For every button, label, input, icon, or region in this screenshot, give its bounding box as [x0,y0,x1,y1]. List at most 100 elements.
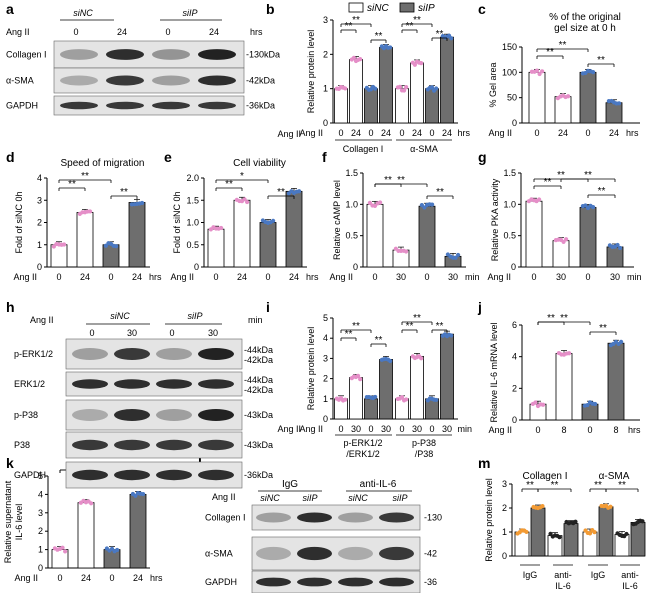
dot-f-2-4 [430,202,435,207]
bar-c-2 [579,71,597,124]
sig-star-b-3: ** [406,21,414,32]
y-tick-label-g-1: 0.5 [503,231,516,241]
dot-g-1-4 [564,237,569,242]
blot-h-row-label-0: p-ERK1/2 [14,349,53,359]
panel-label-h: h [6,299,15,315]
blot-l-row-label-0: Collagen I [205,513,246,523]
sig-star-f-2: ** [436,187,444,198]
blot-h-kda-0-0: -44kDa [244,345,273,355]
bar-m-4 [582,531,598,557]
dot-d-3-4 [140,200,145,206]
y-tick-label-k-5: 5 [38,471,43,481]
dot-i-3-4 [388,358,393,364]
dot-e-3-4 [297,189,302,194]
y-tick-label-c-1: 50 [507,93,517,103]
x-unit-label-g: min [627,272,642,282]
x-tick-label-f-2: 0 [424,272,429,282]
sig-star-b-2: ** [375,31,383,42]
blot-h-band-4-3 [198,469,234,481]
x-var-label-i: Ang II [277,424,301,434]
dot-d-2-4 [114,244,119,249]
y-tick-label-i-4: 4 [323,333,328,343]
bar-i-4 [395,398,409,420]
x-tick-label-i-1: 30 [351,424,361,434]
x-tick-label-d-1: 24 [80,272,90,282]
blot-l-band-1-1 [297,546,332,561]
sig-star-e-1: * [240,171,244,182]
xgroup-label-m-3a: anti- [621,570,639,580]
dot-j-2-4 [593,401,598,407]
bar-c-0 [528,71,546,124]
x-tick-label-c-0: 0 [534,128,539,138]
y-tick-label-j-0: 0 [512,415,517,425]
y-tick-label-j-3: 6 [512,320,517,330]
blot-l-band-0-3 [379,512,414,523]
y-tick-label-k-3: 3 [38,508,43,518]
blot-h-band-0-1 [114,348,150,360]
blot-a-group-0: siNC [73,8,93,18]
y-tick-label-f-1: 0.5 [345,231,358,241]
x-unit-label-c: hrs [626,128,639,138]
panel-label-f: f [322,149,327,165]
sig-star-b-1: ** [352,15,360,26]
group-label-m-0: Collagen I [522,471,567,482]
blot-h-band-1-1 [114,379,150,389]
sig-star-m-3: ** [618,480,626,491]
dot-i-7-4 [449,333,454,338]
y-axis-label-m: Relative protein level [484,478,494,562]
panel-label-a: a [6,1,14,17]
sig-star-m-0: ** [526,480,534,491]
group-label-b-1: α-SMA [410,144,438,154]
sig-star-i-4: ** [413,313,421,324]
blot-a-time-0: 0 [73,27,78,37]
group-label-i-3: /P38 [415,449,434,459]
sig-star-c-0: ** [546,47,554,58]
xgroup-label-m-3b: IL-6 [622,581,638,591]
sig-star-i-2: ** [375,335,383,346]
dot-g-1-3 [561,239,566,244]
chart-title-c: % of the original [549,12,621,23]
blot-l-row-label-2: GAPDH [205,577,237,587]
sig-star-g-2: ** [598,186,606,197]
dot-m-7-4 [640,519,645,524]
x-tick-label-f-3: 30 [448,272,458,282]
blot-h-band-2-3 [198,409,234,421]
dot-i-2-4 [373,394,378,400]
dot-i-0-4 [343,397,348,402]
y-tick-label-k-1: 1 [38,545,43,555]
blot-l-band-0-0 [256,512,291,523]
blot-a-band-0-2 [152,49,190,60]
x-tick-label-b-6: 0 [429,128,434,138]
bar-g-0 [525,200,543,268]
x-tick-label-i-0: 0 [338,424,343,434]
y-axis-label-d: Fold of siNC 0h [14,191,24,253]
dot-i-1-4 [358,377,363,382]
y-tick-label-i-2: 2 [323,374,328,384]
blot-l-band-0-2 [338,512,373,523]
y-tick-label-d-1: 1 [37,240,42,250]
xgroup-label-m-1a: anti- [554,570,572,580]
dot-c-0-4 [540,69,545,74]
blot-l-band-2-2 [338,577,373,587]
dot-g-0-4 [537,197,542,202]
x-tick-label-g-3: 30 [610,272,620,282]
blot-l-sub-0: siNC [260,493,280,503]
y-tick-label-b-0: 0 [323,118,328,128]
chart-title-e: Cell viability [233,158,286,169]
dot-j-0-4 [541,402,546,407]
legend-siIP-swatch [399,2,415,13]
y-tick-label-c-3: 150 [502,42,517,52]
dot-d-0-0 [51,244,56,249]
legend-siNC-swatch [348,2,364,13]
blot-a-band-2-1 [106,101,144,110]
blot-a-band-1-1 [106,75,144,86]
y-tick-label-e-0: 0 [194,262,199,272]
group-label-i-1: /ERK1/2 [346,449,380,459]
x-tick-label-g-1: 30 [556,272,566,282]
sig-star-i-3: ** [406,321,414,332]
y-tick-label-e-3: 1.5 [186,195,199,205]
blot-l-band-1-0 [256,546,291,561]
blot-h-band-2-1 [114,409,150,421]
blot-h-group-0: siNC [110,311,130,321]
group-label-b-0: Collagen I [343,144,384,154]
